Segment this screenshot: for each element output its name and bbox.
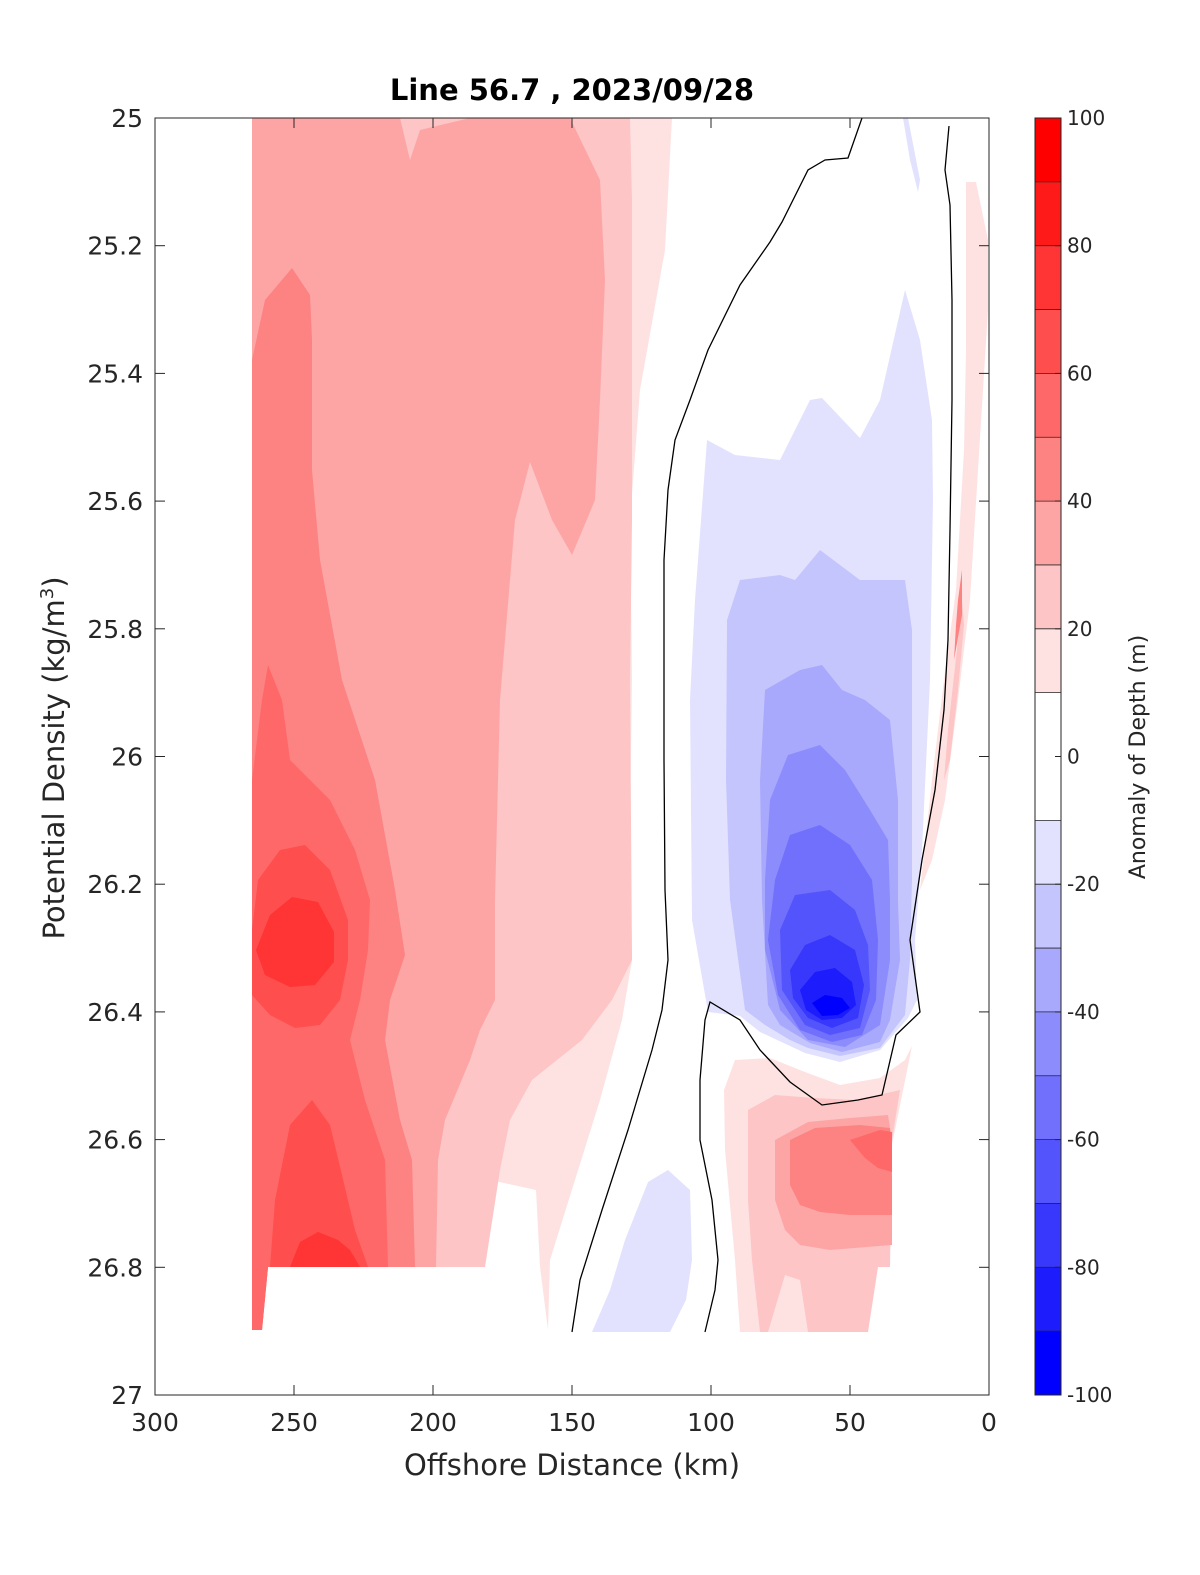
colorbar-swatch: [1035, 1139, 1061, 1204]
y-axis: 25 25.2 25.4 25.6 25.8 26 26.2 26.4 26.6 26.8 27: [87, 104, 989, 1410]
contour-fill-70: [256, 897, 360, 1267]
colorbar-swatch: [1035, 820, 1061, 885]
x-axis-title: Offshore Distance (km): [404, 1448, 740, 1482]
x-axis: 300 250 200 150 100 50 0: [131, 118, 997, 1437]
y-axis-title: Potential Density (kg/m3): [37, 576, 71, 939]
positive-sliver-coastal: [920, 182, 988, 890]
y-tick-label: 26.4: [87, 998, 143, 1027]
colorbar-swatch: [1035, 564, 1061, 629]
zero-contour-offshore: [571, 118, 863, 1333]
colorbar-swatch: [1035, 437, 1061, 502]
colorbar-tick-label: 80: [1067, 234, 1092, 258]
y-tick-label: 27: [111, 1381, 143, 1410]
negative-patch-top: [903, 118, 920, 192]
colorbar-title: Anomaly of Depth (m): [1126, 635, 1151, 879]
colorbar-tick-label: 40: [1067, 489, 1092, 513]
colorbar: 100 80 60 40 20 0 -20 -40 -60 -80 -100: [1034, 106, 1112, 1407]
colorbar-swatch: [1035, 628, 1061, 693]
y-tick-label: 25.8: [87, 615, 143, 644]
colorbar-swatch: [1035, 1267, 1061, 1332]
x-tick-label: 0: [981, 1408, 997, 1437]
y-tick-label: 26: [111, 743, 143, 772]
colorbar-tick-label: -100: [1067, 1383, 1112, 1407]
colorbar-swatch: [1035, 118, 1061, 182]
colorbar-swatch: [1035, 948, 1061, 1012]
x-tick-label: 50: [834, 1408, 866, 1437]
positive-anomaly-nearshore-deep: [724, 1046, 912, 1332]
negative-patch-deep: [592, 1170, 692, 1332]
y-tick-label: 25: [111, 104, 143, 133]
x-tick-label: 200: [409, 1408, 457, 1437]
y-tick-label: 26.6: [87, 1126, 143, 1155]
y-tick-label: 25.2: [87, 232, 143, 261]
colorbar-tick-label: -20: [1067, 872, 1100, 896]
colorbar-tick-label: 100: [1067, 106, 1105, 130]
colorbar-tick-label: 0: [1067, 745, 1080, 769]
colorbar-swatch: [1035, 1331, 1061, 1395]
colorbar-tick-label: 60: [1067, 361, 1092, 385]
positive-sliver-coastal-40: [954, 570, 962, 660]
y-tick-label: 25.4: [87, 359, 143, 388]
chart-title: Line 56.7 , 2023/09/28: [390, 73, 754, 107]
colorbar-swatch: [1035, 245, 1061, 310]
colorbar-swatch: [1035, 309, 1061, 374]
y-axis-title-main: Potential Density (kg/m: [37, 599, 71, 939]
x-tick-label: 250: [270, 1408, 318, 1437]
colorbar-tick-label: -40: [1067, 1000, 1100, 1024]
colorbar-swatch: [1035, 501, 1061, 565]
colorbar-tick-label: 20: [1067, 617, 1092, 641]
positive-sliver-coastal-20: [944, 600, 964, 780]
negative-anomaly-nearshore: [690, 290, 933, 1062]
colorbar-swatch: [1035, 1011, 1061, 1076]
y-tick-label: 26.2: [87, 870, 143, 899]
y-axis-title-superscript: 3: [37, 588, 58, 599]
colorbar-tick-label: -60: [1067, 1128, 1100, 1152]
x-tick-label: 300: [131, 1408, 179, 1437]
positive-anomaly-offshore: [252, 118, 672, 1330]
plot-area: [155, 118, 989, 1395]
x-tick-label: 150: [548, 1408, 596, 1437]
no-data-region: [268, 1267, 545, 1340]
y-tick-label: 25.6: [87, 487, 143, 516]
colorbar-swatch: [1035, 1203, 1061, 1268]
y-tick-label: 26.8: [87, 1253, 143, 1282]
colorbar-swatch: [1035, 181, 1061, 246]
colorbar-tick-label: -80: [1067, 1255, 1100, 1279]
contour-fill-50-nearshore: [850, 1130, 892, 1172]
contour-fill-neg90: [812, 995, 850, 1016]
x-tick-label: 100: [687, 1408, 735, 1437]
zero-contour-nearshore: [699, 125, 953, 1333]
colorbar-swatch: [1035, 884, 1061, 949]
colorbar-swatch: [1035, 1075, 1061, 1140]
y-axis-title-close: ): [37, 576, 71, 587]
colorbar-swatch: [1035, 373, 1061, 438]
